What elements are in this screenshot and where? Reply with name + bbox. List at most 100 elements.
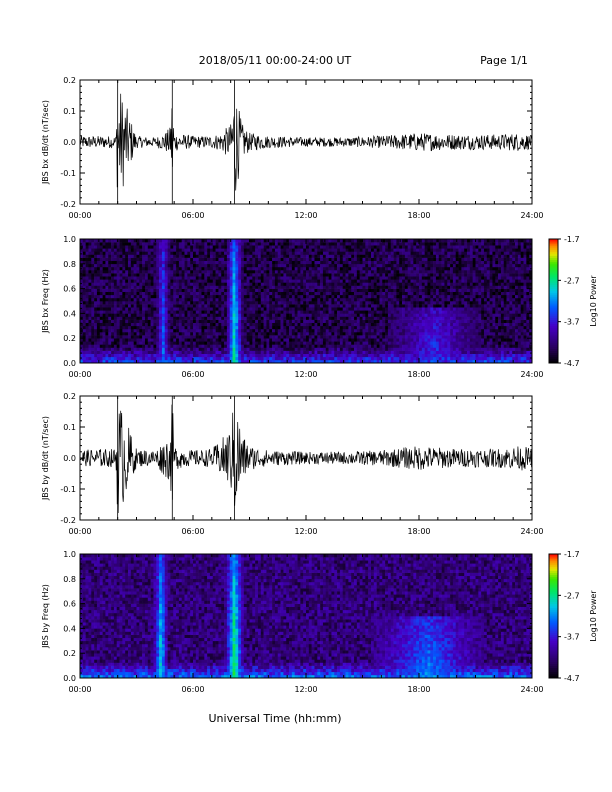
heatmap-cell [354,310,358,314]
heatmap-cell [325,313,329,317]
heatmap-cell [255,313,259,317]
heatmap-cell [232,254,236,258]
heatmap-cell [178,239,183,243]
heatmap-cell [314,332,318,336]
heatmap-cell [144,350,149,354]
heatmap-cell [368,344,372,348]
heatmap-cell [354,319,358,323]
heatmap-cell [373,325,377,330]
heatmap-cell [390,307,394,311]
heatmap-cell [144,288,149,292]
heatmap-cell [125,353,129,358]
heatmap-cell [130,328,134,333]
heatmap-cell [241,319,245,323]
heatmap-cell [379,332,383,336]
heatmap-cell [334,239,338,243]
heatmap-cell [356,279,360,283]
heatmap-cell [283,328,287,333]
heatmap-cell [235,322,239,327]
heatmap-cell [221,335,225,339]
heatmap-cell [195,307,199,311]
heatmap-cell [297,335,301,339]
heatmap-cell [243,316,247,320]
heatmap-cell [277,332,281,336]
heatmap-cell [232,297,236,302]
heatmap-cell [187,239,191,243]
heatmap-cell [226,322,231,327]
heatmap-cell [173,322,177,327]
heatmap-cell [373,344,377,348]
heatmap-cell [204,282,208,286]
heatmap-cell [164,263,168,268]
heatmap-cell [139,282,143,286]
heatmap-cell [195,257,199,261]
heatmap-cell [136,332,140,336]
heatmap-cell [286,239,290,243]
heatmap-cell [359,325,363,330]
heatmap-cell [373,291,377,296]
heatmap-cell [184,344,188,348]
heatmap-cell [88,341,92,345]
heatmap-cell [370,338,375,342]
heatmap-cell [339,291,344,296]
heatmap-cell [331,310,335,314]
heatmap-cell [229,313,233,317]
heatmap-cell [421,319,425,323]
heatmap-cell [164,350,168,354]
heatmap-cell [365,359,369,364]
heatmap-cell [404,347,409,351]
heatmap-cell [393,273,397,277]
heatmap-cell [108,239,112,243]
heatmap-cell [91,341,95,345]
heatmap-cell [311,310,315,314]
heatmap-cell [260,332,264,336]
heatmap-cell [94,291,98,296]
heatmap-cell [300,288,304,292]
heatmap-cell [362,328,366,333]
heatmap-cell [184,332,188,336]
heatmap-cell [150,347,154,351]
heatmap-cell [119,307,123,311]
heatmap-cell [376,310,380,314]
heatmap-cell [269,297,273,302]
heatmap-cell [308,359,312,364]
heatmap-cell [351,270,355,274]
heatmap-cell [289,359,293,364]
heatmap-cell [325,341,329,345]
heatmap-cell [119,242,123,246]
heatmap-cell [128,338,132,342]
heatmap-cell [297,270,301,274]
heatmap-cell [187,353,191,358]
heatmap-cell [99,273,103,277]
heatmap-cell [156,270,160,274]
heatmap-cell [108,254,112,258]
heatmap-cell [178,248,183,252]
heatmap-cell [385,341,389,345]
heatmap-cell [354,344,358,348]
heatmap-cell [82,294,86,299]
heatmap-cell [356,359,360,364]
heatmap-cell [351,288,355,292]
heatmap-cell [348,297,352,302]
heatmap-cell [108,347,112,351]
heatmap-cell [263,257,267,261]
heatmap-cell [322,285,327,289]
heatmap-cell [283,282,287,286]
heatmap-cell [348,239,352,243]
heatmap-cell [252,282,256,286]
heatmap-cell [178,344,183,348]
heatmap-cell [170,341,174,345]
heatmap-cell [396,356,400,361]
heatmap-cell [413,282,417,286]
heatmap-cell [311,242,315,246]
heatmap-cell [410,254,414,258]
heatmap-cell [306,257,310,261]
heatmap-cell [322,310,327,314]
heatmap-cell [263,251,267,255]
heatmap-cell [139,285,143,289]
heatmap-cell [272,276,276,280]
heatmap-cell [308,266,312,271]
heatmap-cell [272,297,276,302]
heatmap-cell [243,307,247,311]
heatmap-cell [99,307,103,311]
